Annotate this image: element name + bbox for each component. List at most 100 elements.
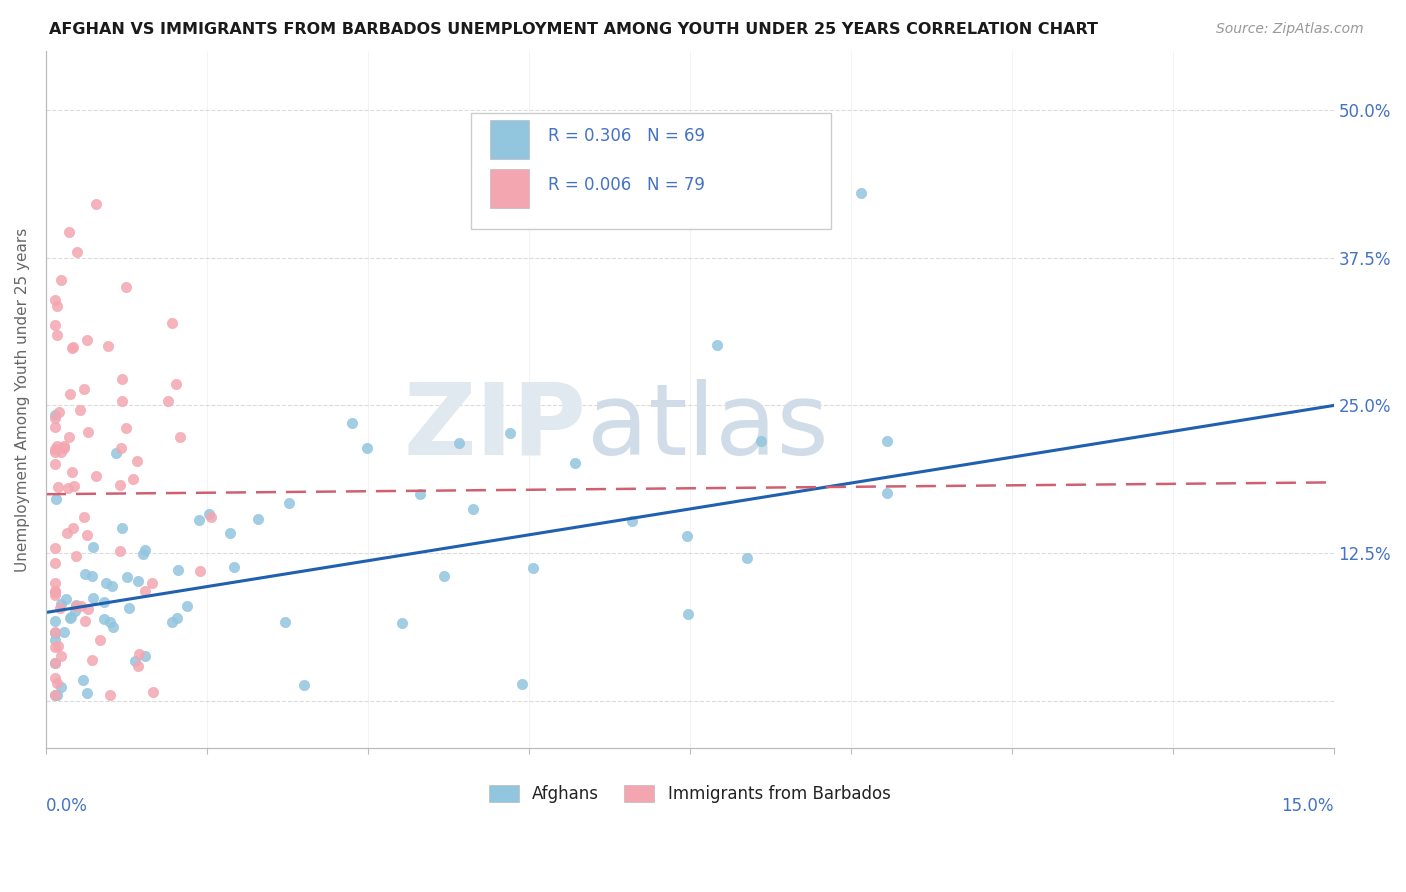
Point bbox=[294, 678, 316, 692]
Point bbox=[44, 624, 66, 639]
Point bbox=[340, 416, 363, 430]
Point bbox=[45, 299, 67, 313]
Point bbox=[160, 316, 183, 330]
Point bbox=[44, 408, 66, 422]
Point bbox=[82, 591, 104, 606]
Point bbox=[46, 439, 69, 453]
Point bbox=[142, 685, 165, 699]
Point bbox=[44, 442, 66, 456]
Point bbox=[49, 601, 72, 615]
Legend: Afghans, Immigrants from Barbados: Afghans, Immigrants from Barbados bbox=[482, 779, 897, 810]
Point bbox=[69, 402, 91, 417]
Point bbox=[111, 521, 134, 535]
Point bbox=[706, 338, 728, 352]
Point bbox=[278, 496, 301, 510]
Point bbox=[166, 611, 188, 625]
Point bbox=[751, 434, 773, 448]
Point bbox=[65, 599, 87, 614]
Point bbox=[73, 382, 96, 396]
Text: R = 0.306   N = 69: R = 0.306 N = 69 bbox=[548, 127, 706, 145]
Point bbox=[124, 654, 146, 668]
Point bbox=[246, 512, 269, 526]
Point bbox=[49, 444, 72, 458]
Point bbox=[499, 425, 522, 440]
Point bbox=[63, 479, 86, 493]
Point bbox=[447, 435, 470, 450]
Point bbox=[46, 675, 69, 690]
Point bbox=[56, 481, 79, 495]
Point bbox=[141, 576, 163, 591]
Point bbox=[62, 521, 84, 535]
Point bbox=[46, 328, 69, 343]
Point bbox=[564, 456, 586, 470]
Point bbox=[76, 425, 98, 439]
Point bbox=[63, 604, 86, 618]
Point bbox=[44, 556, 66, 570]
FancyBboxPatch shape bbox=[471, 113, 831, 228]
Point bbox=[93, 594, 115, 608]
Point bbox=[132, 547, 155, 561]
Point bbox=[188, 564, 211, 578]
Point bbox=[44, 293, 66, 307]
Point bbox=[621, 514, 644, 528]
Text: atlas: atlas bbox=[586, 379, 828, 476]
Point bbox=[735, 551, 758, 566]
Point bbox=[70, 599, 93, 614]
Point bbox=[111, 394, 134, 409]
Point bbox=[98, 688, 121, 702]
Text: ZIP: ZIP bbox=[404, 379, 586, 476]
Text: 0.0%: 0.0% bbox=[46, 797, 87, 815]
Point bbox=[49, 649, 72, 664]
Point bbox=[101, 579, 124, 593]
Point bbox=[44, 411, 66, 425]
Point bbox=[73, 509, 96, 524]
Point bbox=[84, 468, 107, 483]
Point bbox=[108, 543, 131, 558]
Point bbox=[512, 676, 534, 690]
Point bbox=[128, 647, 150, 661]
Point bbox=[876, 434, 898, 448]
Point bbox=[76, 686, 98, 700]
Point bbox=[44, 657, 66, 671]
Point bbox=[60, 341, 83, 355]
Point bbox=[44, 457, 66, 471]
Text: R = 0.006   N = 79: R = 0.006 N = 79 bbox=[548, 176, 704, 194]
Point bbox=[117, 601, 139, 615]
Point bbox=[65, 599, 87, 613]
Point bbox=[53, 441, 76, 455]
Point bbox=[77, 602, 100, 616]
Point bbox=[134, 583, 156, 598]
Point bbox=[45, 492, 67, 507]
Point bbox=[51, 272, 73, 286]
Point bbox=[165, 376, 187, 391]
Point bbox=[44, 318, 66, 332]
Point bbox=[160, 615, 183, 629]
Point bbox=[876, 486, 898, 500]
Point bbox=[44, 615, 66, 629]
Point bbox=[198, 507, 221, 521]
Point bbox=[44, 445, 66, 459]
Point bbox=[84, 197, 107, 211]
Point bbox=[105, 446, 128, 460]
Point bbox=[676, 529, 699, 543]
Point bbox=[101, 620, 124, 634]
Point bbox=[167, 563, 190, 577]
Point bbox=[115, 570, 138, 584]
Point bbox=[44, 640, 66, 654]
Point bbox=[46, 480, 69, 494]
Point bbox=[134, 543, 156, 558]
Point bbox=[62, 340, 84, 354]
Point bbox=[66, 244, 89, 259]
Point bbox=[89, 632, 111, 647]
Point bbox=[53, 438, 76, 452]
Point bbox=[46, 639, 69, 653]
Point bbox=[58, 611, 80, 625]
Point bbox=[80, 653, 103, 667]
Point bbox=[93, 612, 115, 626]
Point bbox=[44, 688, 66, 702]
Point bbox=[44, 671, 66, 685]
Point bbox=[356, 441, 378, 455]
Point bbox=[122, 473, 145, 487]
Bar bbox=[491, 169, 529, 208]
Point bbox=[44, 419, 66, 434]
